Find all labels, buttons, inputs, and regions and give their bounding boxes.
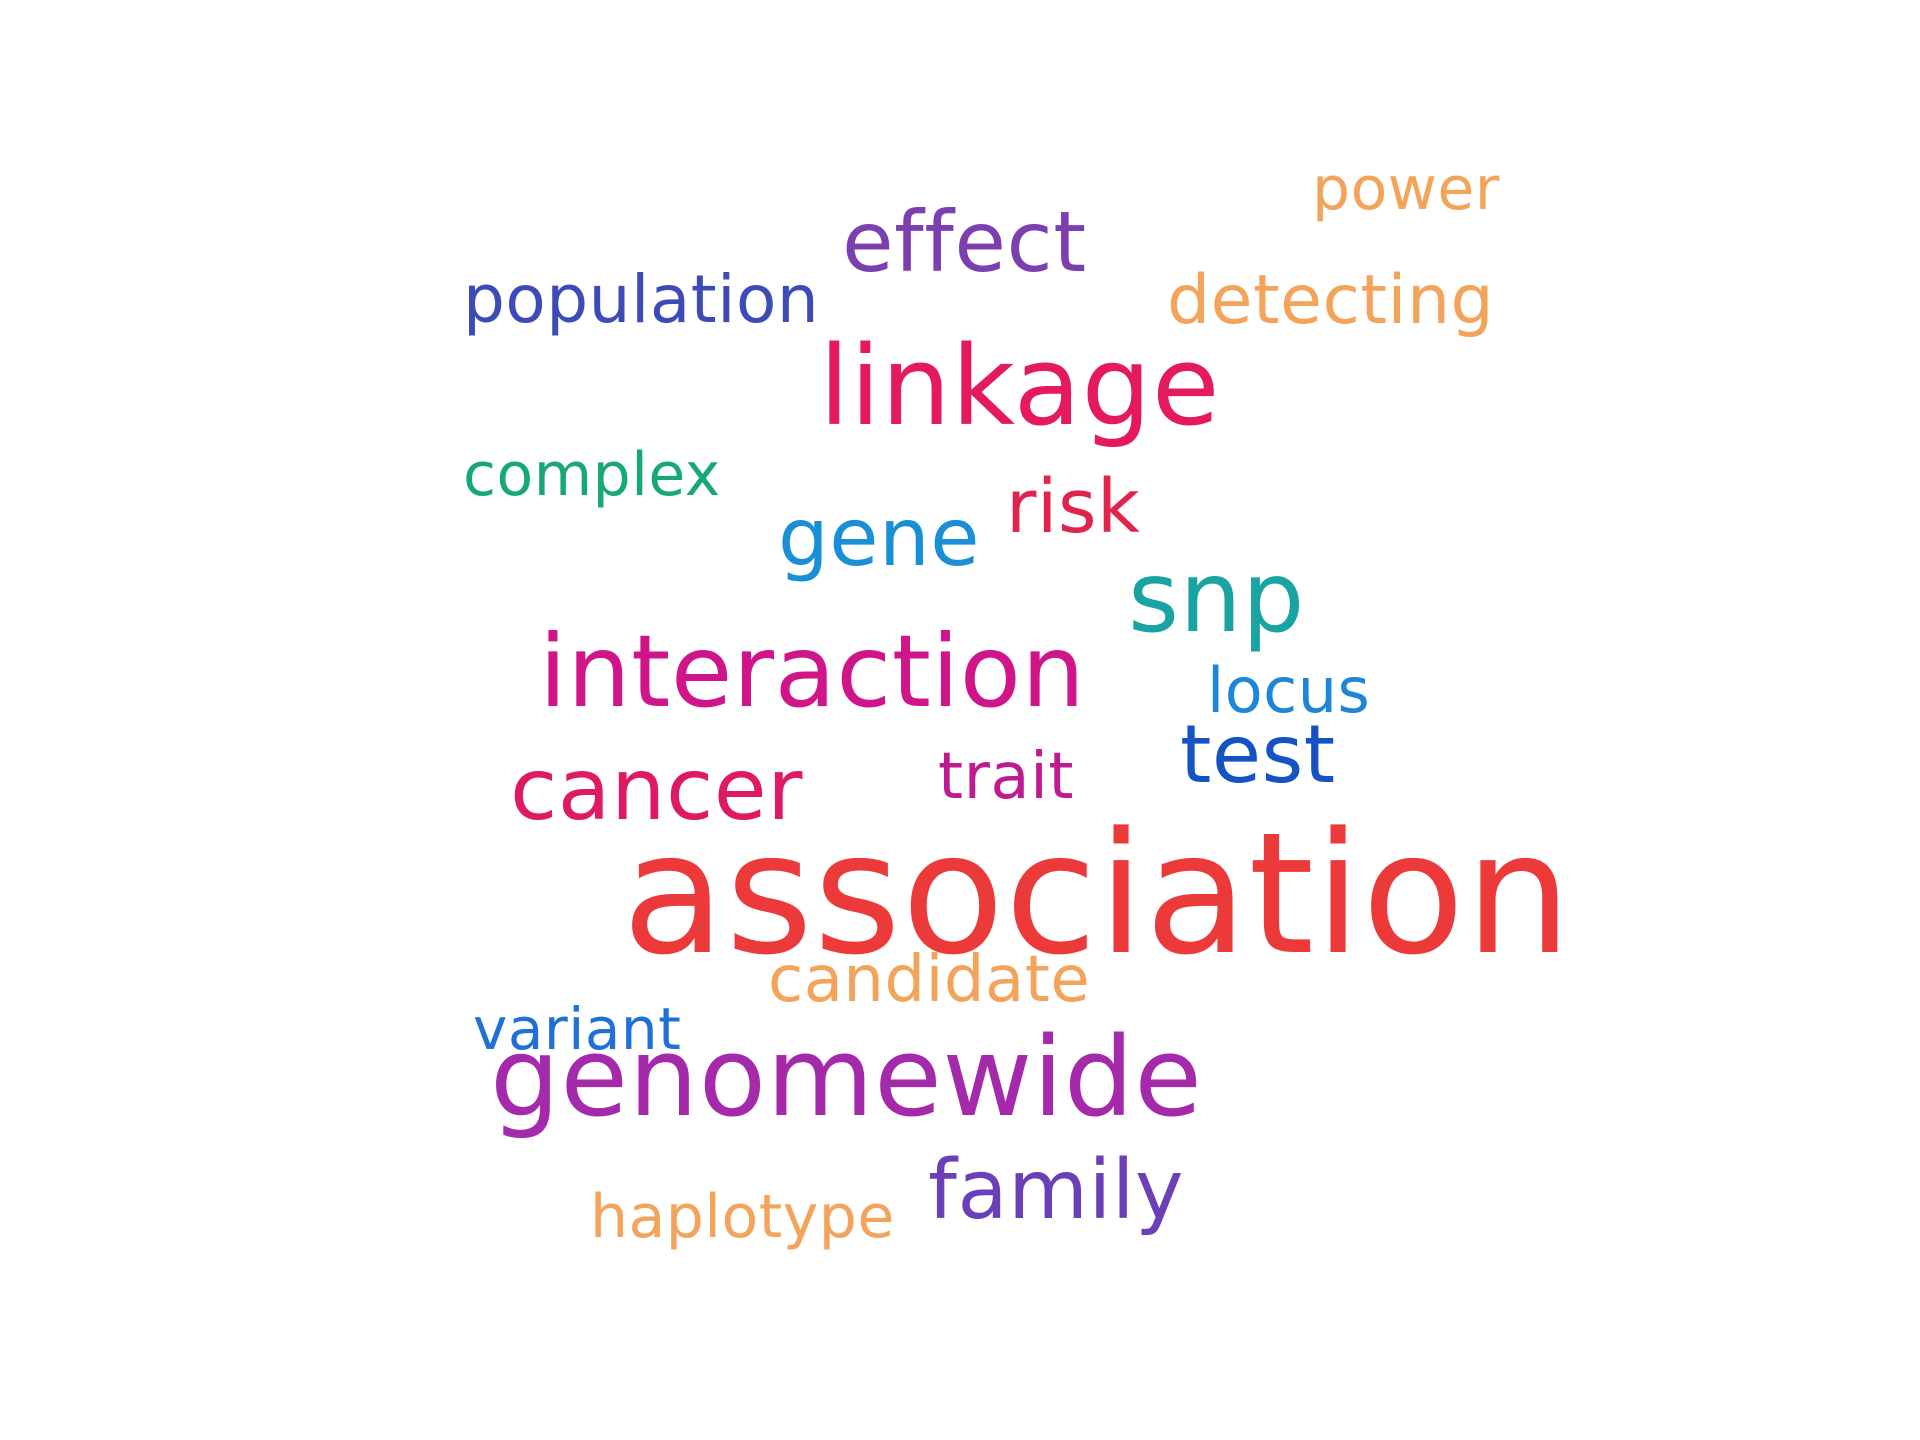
word-power: power [1312, 154, 1500, 224]
word-snp: snp [1128, 541, 1305, 655]
word-variant: variant [473, 995, 682, 1063]
word-trait: trait [938, 740, 1074, 814]
word-risk: risk [1006, 464, 1141, 550]
word-population: population [463, 261, 820, 338]
word-genomewide: genomewide [490, 1013, 1203, 1141]
word-family: family [928, 1143, 1185, 1238]
word-candidate: candidate [768, 943, 1091, 1017]
word-haplotype: haplotype [590, 1182, 895, 1252]
word-interaction: interaction [539, 613, 1086, 730]
word-linkage: linkage [819, 322, 1221, 450]
word-effect: effect [842, 193, 1087, 291]
word-complex: complex [463, 440, 721, 510]
word-detecting: detecting [1167, 261, 1495, 340]
word-association: association [622, 796, 1573, 992]
word-cancer: cancer [510, 740, 804, 840]
word-test: test [1180, 708, 1336, 801]
word-gene: gene [778, 491, 980, 584]
word-locus: locus [1207, 654, 1371, 727]
